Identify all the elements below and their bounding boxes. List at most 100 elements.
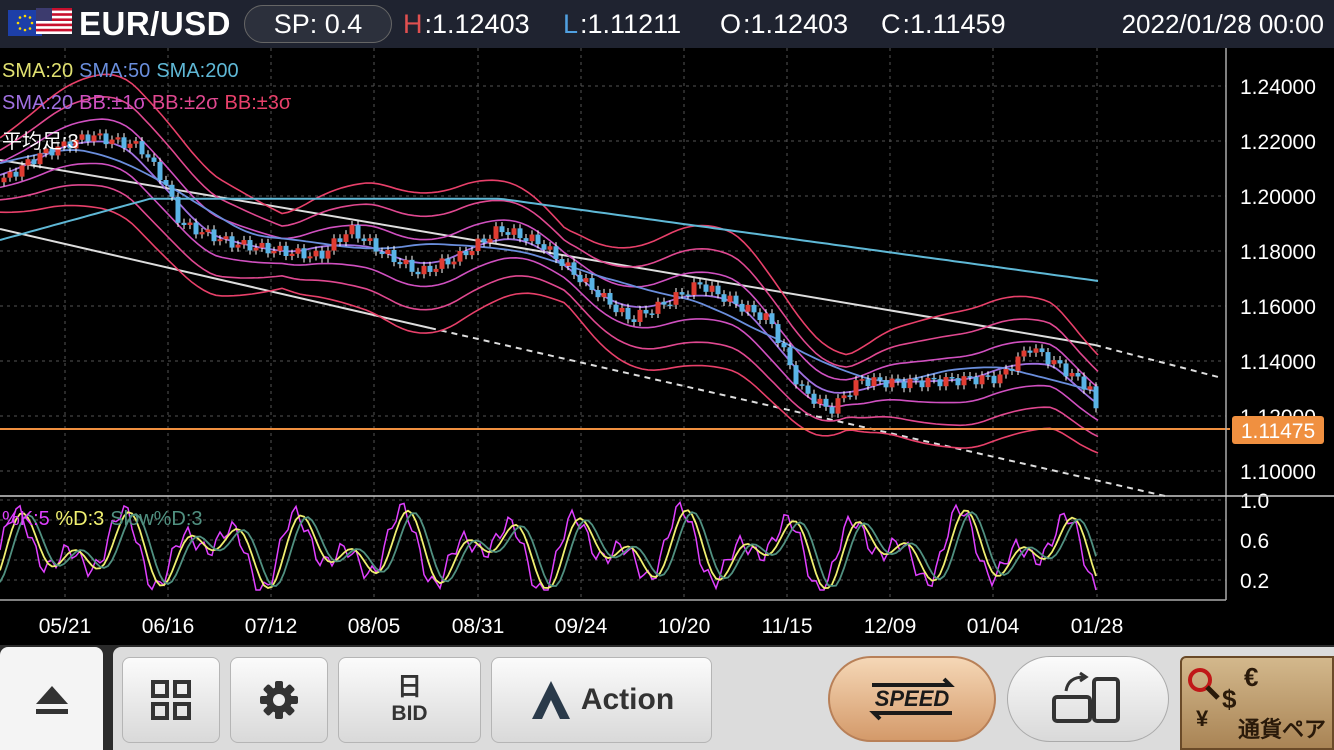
stochastic-legend: %K:5 %D:3 Slow%D:3 [2, 508, 209, 531]
candle-body [193, 222, 199, 235]
layout-button[interactable] [122, 657, 220, 743]
candle-body [343, 234, 349, 242]
candle-body [751, 304, 757, 313]
spread-badge: SP: 0.4 [244, 5, 392, 43]
date-tick-label: 12/09 [864, 615, 917, 638]
candle-body [385, 249, 391, 255]
candle-body [187, 222, 193, 226]
stoch-slow-d-line [0, 511, 1097, 587]
candle-body [55, 146, 61, 156]
trend-channel-lines [0, 159, 1223, 497]
candle-body [133, 141, 139, 144]
action-triangle-icon [531, 681, 570, 719]
candle-body [301, 248, 307, 259]
legend-sma50: SMA:50 [79, 60, 151, 82]
close-value: C:1.11459 [881, 9, 1006, 40]
candle-body [481, 238, 487, 243]
candle-body [49, 148, 55, 156]
candle-body [817, 398, 823, 404]
candle-body [403, 259, 409, 265]
candle-body [631, 319, 637, 322]
currency-pair-button[interactable]: € $ ¥ 通貨ペア [1180, 656, 1334, 750]
high-key: H [403, 9, 423, 39]
bollinger-bands [0, 73, 1099, 454]
candle-body [979, 375, 985, 385]
candle-body [361, 238, 367, 242]
candle-body [331, 238, 337, 251]
stochastic-oscillator [0, 500, 1097, 591]
candle-body [241, 240, 247, 245]
candle-body [889, 378, 895, 388]
settings-button[interactable] [230, 657, 328, 743]
candle-body [511, 228, 517, 235]
candle-body [175, 196, 181, 223]
candle-body [865, 379, 871, 387]
low-key: L [563, 9, 579, 39]
candle-body [703, 284, 709, 292]
candle-body [1057, 360, 1063, 364]
candle-body [805, 385, 811, 394]
candle-body [577, 274, 583, 283]
candle-body [151, 157, 157, 162]
osc-tick-label: 0.6 [1240, 530, 1269, 553]
current-price-label: 1.11475 [1241, 420, 1315, 443]
candle-body [679, 292, 685, 295]
candle-body [991, 375, 997, 384]
gear-icon [260, 681, 298, 719]
candle-body [523, 238, 529, 242]
candle-body [451, 261, 457, 265]
price-type-label: BID [391, 702, 428, 725]
legend-sma20b: SMA:20 [2, 92, 74, 114]
candle-body [565, 262, 571, 266]
lower-trendline[interactable] [0, 228, 431, 329]
speed-order-button[interactable]: SPEED [828, 656, 996, 742]
candle-body [685, 294, 691, 297]
candle-datetime: 2022/01/28 00:00 [1121, 9, 1324, 39]
price-tick-label: 1.16000 [1240, 296, 1316, 319]
speed-order-icon: SPEED [869, 677, 955, 721]
candle-body [295, 248, 301, 254]
candle-body [409, 259, 415, 272]
price-tick-label: 1.18000 [1240, 241, 1316, 264]
action-button[interactable]: Action [491, 657, 712, 743]
candle-body [277, 245, 283, 251]
bb-lower-3sigma [0, 204, 1099, 454]
price-chart[interactable]: 1.24000 1.22000 1.20000 1.18000 1.16000 1.140… [0, 48, 1334, 645]
candle-body [823, 398, 829, 407]
collapse-button[interactable] [0, 647, 103, 750]
candle-body [13, 171, 19, 177]
rotate-screen-button[interactable] [1007, 656, 1169, 742]
candle-body [745, 304, 751, 312]
candle-body [529, 234, 535, 242]
sma50-line [0, 149, 1099, 394]
low-number: :1.11211 [580, 9, 682, 39]
candle-body [919, 380, 925, 388]
legend-stoch-slow: Slow%D:3 [110, 508, 203, 530]
currency-pair-title[interactable]: EUR/USD [79, 5, 232, 42]
legend-bb2: BB:±2σ [151, 92, 219, 114]
candle-body [1069, 372, 1075, 377]
bb-lower-2sigma [0, 184, 1099, 438]
candle-body [355, 225, 361, 239]
candle-body [985, 375, 991, 377]
candle-body [811, 393, 817, 404]
candle-body [619, 307, 625, 313]
current-price-tag [1232, 416, 1324, 444]
candle-body [661, 301, 667, 305]
osc-tick-label: 1.0 [1240, 490, 1269, 513]
candle-body [145, 154, 151, 158]
candle-body [613, 304, 619, 313]
candle-body [997, 374, 1003, 384]
candle-body [229, 236, 235, 248]
date-tick-label: 01/04 [967, 615, 1020, 638]
candle-body [541, 244, 547, 250]
candle-body [427, 265, 433, 272]
candle-body [697, 282, 703, 285]
candle-body [493, 226, 499, 239]
candle-body [901, 381, 907, 389]
candle-body [739, 303, 745, 312]
moving-averages [0, 140, 1099, 405]
period-price-type-button[interactable]: 日 BID [338, 657, 481, 743]
candle-body [841, 395, 847, 399]
